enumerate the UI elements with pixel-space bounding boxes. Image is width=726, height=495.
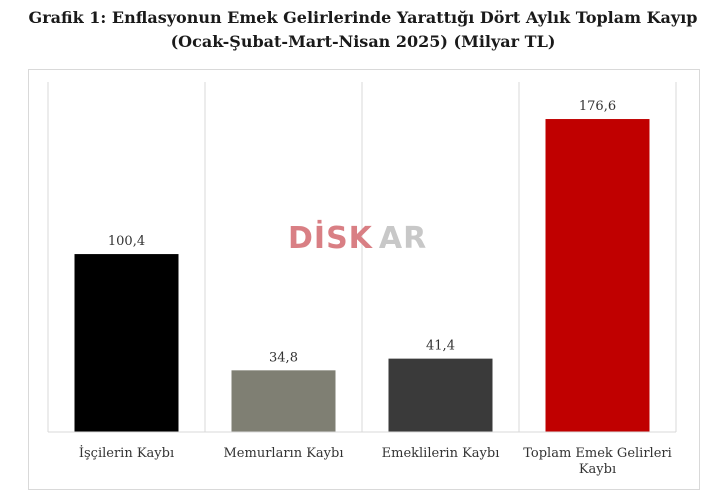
bar-3: [388, 358, 493, 432]
bar-4: [545, 119, 650, 433]
watermark-part1: DİSK: [288, 220, 374, 256]
chart-title: Grafik 1: Enflasyonun Emek Gelirlerinde …: [0, 6, 726, 54]
data-label-2: 34,8: [269, 350, 298, 365]
x-tick-label-4: Kaybı: [579, 462, 616, 477]
x-tick-label-4: Toplam Emek Gelirleri: [523, 446, 672, 461]
data-label-1: 100,4: [108, 234, 145, 249]
data-label-4: 176,6: [579, 99, 616, 114]
chart-title-line2: (Ocak-Şubat-Mart-Nisan 2025) (Milyar TL): [170, 32, 556, 51]
data-label-3: 41,4: [426, 339, 455, 354]
x-tick-label-3: Emeklilerin Kaybı: [382, 446, 500, 461]
x-tick-label-2: Memurların Kaybı: [224, 446, 344, 461]
chart-title-line1: Grafik 1: Enflasyonun Emek Gelirlerinde …: [28, 8, 698, 27]
watermark: DİSK AR: [288, 220, 427, 256]
bar-2: [231, 370, 336, 432]
chart-frame: [28, 69, 700, 490]
x-tick-label-1: İşçilerin Kaybı: [79, 444, 174, 461]
watermark-part2: AR: [379, 221, 427, 256]
bar-1: [74, 254, 179, 432]
